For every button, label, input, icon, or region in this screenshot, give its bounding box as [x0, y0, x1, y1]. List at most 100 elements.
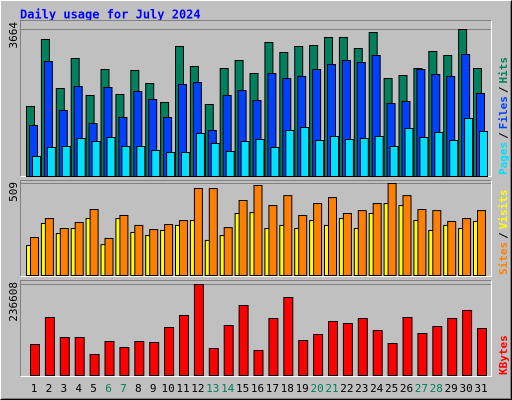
bar: [253, 350, 264, 377]
bar: [477, 210, 486, 276]
bar: [238, 199, 248, 276]
x-tick-label: 12: [191, 382, 204, 395]
bar: [270, 146, 280, 178]
bar: [479, 130, 488, 177]
bar: [240, 141, 250, 178]
x-tick-label: 21: [325, 382, 338, 395]
chart-title: Daily usage for July 2024: [20, 8, 201, 22]
legend-separator: /: [497, 132, 510, 139]
x-tick-label: 29: [445, 382, 458, 395]
bar: [119, 347, 130, 376]
bar: [151, 150, 161, 177]
x-tick-label: 13: [206, 382, 219, 395]
legend: Pages / Files / Hits: [497, 57, 510, 175]
legend-entry: KBytes: [497, 335, 510, 375]
bar: [342, 323, 353, 377]
bar: [134, 341, 145, 377]
x-tick-label: 31: [474, 382, 487, 395]
bar: [74, 222, 84, 277]
bar: [208, 348, 219, 377]
x-tick-label: 24: [370, 382, 384, 395]
bar: [89, 354, 100, 376]
bar: [149, 229, 159, 277]
panel-border: [20, 180, 492, 277]
bar: [193, 188, 203, 276]
legend-separator: /: [497, 86, 510, 93]
bar: [477, 328, 487, 376]
bar: [76, 138, 86, 177]
bar: [121, 145, 131, 177]
bar: [268, 205, 278, 277]
bar: [193, 284, 204, 376]
bar: [46, 146, 56, 178]
bar: [402, 317, 413, 376]
bar: [389, 145, 399, 177]
bar: [387, 183, 397, 276]
bar: [89, 209, 99, 277]
bar: [417, 209, 427, 277]
x-tick-label: 20: [310, 382, 323, 395]
bar: [313, 334, 324, 376]
bar: [315, 140, 325, 177]
bar: [136, 145, 146, 177]
bar: [462, 218, 472, 276]
bar: [91, 141, 101, 178]
bar: [104, 341, 115, 377]
bar: [30, 237, 39, 277]
bar: [255, 139, 265, 177]
x-tick-label: 10: [161, 382, 174, 395]
x-tick-label: 1: [31, 382, 38, 395]
x-tick-label: 2: [46, 382, 53, 395]
legend-entry: Files: [497, 96, 510, 129]
x-tick-label: 18: [281, 382, 294, 395]
bar: [447, 220, 457, 276]
x-tick-label: 7: [120, 382, 127, 395]
bar: [357, 210, 367, 276]
bar: [462, 310, 473, 376]
bar: [447, 318, 458, 376]
legend-entry: Hits: [497, 57, 510, 84]
bar: [434, 131, 444, 177]
x-tick-label: 30: [459, 382, 472, 395]
bar: [328, 321, 338, 377]
x-tick-label: 9: [150, 382, 157, 395]
bar: [149, 342, 160, 377]
bar: [464, 117, 474, 177]
bar: [238, 305, 249, 377]
x-tick-label: 19: [296, 382, 309, 395]
bar: [330, 136, 339, 177]
legend-entry: Pages: [497, 142, 510, 175]
bar: [225, 151, 235, 178]
bar: [432, 210, 442, 276]
x-tick-label: 5: [90, 382, 97, 395]
legend: KBytes: [497, 335, 510, 375]
x-tick-label: 6: [105, 382, 112, 395]
bar: [449, 140, 459, 177]
bar: [387, 343, 398, 376]
bar: [44, 317, 55, 376]
panel-border: [20, 20, 492, 177]
bar: [195, 132, 205, 178]
bar: [179, 315, 189, 376]
y-tick-label: 509: [7, 182, 20, 202]
bar: [298, 340, 309, 377]
bar: [61, 145, 71, 177]
bar: [119, 214, 129, 276]
bar: [404, 128, 414, 177]
legend: Sites / Visits: [497, 190, 510, 276]
bar: [253, 184, 263, 276]
bar: [419, 137, 429, 178]
bar: [285, 129, 295, 177]
bar: [300, 127, 310, 177]
panel-border: [20, 180, 492, 277]
legend-separator: /: [497, 232, 510, 239]
bar: [372, 203, 382, 276]
y-tick-label: 3664: [7, 22, 20, 49]
bar: [164, 224, 174, 276]
legend-entry: Visits: [497, 190, 510, 230]
x-tick-label: 16: [251, 382, 264, 395]
bar: [44, 218, 54, 276]
